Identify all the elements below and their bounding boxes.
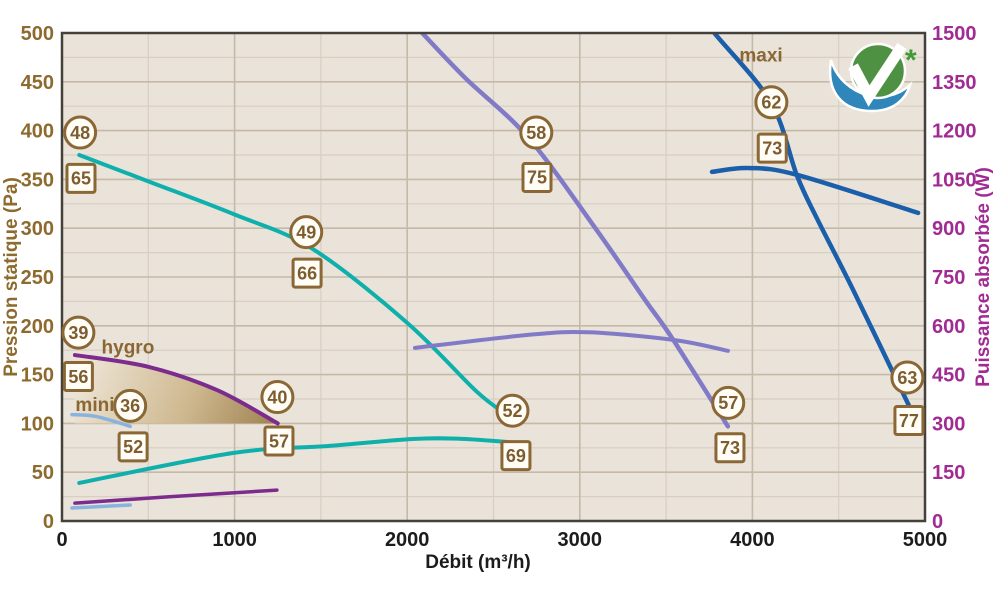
annotation-square-69-2 xyxy=(500,440,532,472)
certification-logo: * xyxy=(828,42,917,113)
annotation-circle-63-9 xyxy=(890,360,925,395)
right-tick-150: 150 xyxy=(932,462,965,484)
annotation-circle-52-2 xyxy=(495,393,530,428)
curve-text-labels: maxi hygro mini xyxy=(75,45,782,415)
annotation-circle-value: 49 xyxy=(296,222,316,242)
annotation-square-value: 73 xyxy=(762,138,782,158)
left-tick-450: 450 xyxy=(21,72,54,94)
left-tick-300: 300 xyxy=(21,218,54,240)
left-tick-250: 250 xyxy=(21,267,54,289)
right-tick-1500: 1500 xyxy=(932,23,977,45)
annotation-circle-value: 48 xyxy=(70,123,90,143)
annotation-circle-58-6 xyxy=(519,115,554,150)
plot-border xyxy=(60,31,927,523)
left-tick-150: 150 xyxy=(21,365,54,387)
annotation-square-value: 57 xyxy=(269,431,289,451)
annotation-square-73-7 xyxy=(714,432,746,464)
curve-puissance-vitesse1 xyxy=(77,436,510,485)
annotation-circle-62-8 xyxy=(754,85,789,120)
curve-pression-mini xyxy=(70,412,132,429)
right-tick-1050: 1050 xyxy=(932,169,977,191)
x-tick-4000: 4000 xyxy=(730,529,775,551)
annotation-square-value: 77 xyxy=(899,411,919,431)
x-tick-2000: 2000 xyxy=(385,529,430,551)
left-tick-350: 350 xyxy=(21,169,54,191)
annotation-circle-value: 62 xyxy=(761,93,781,113)
x-tick-3000: 3000 xyxy=(558,529,603,551)
annotation-square-66-1 xyxy=(291,257,323,289)
left-tick-100: 100 xyxy=(21,413,54,435)
annotation-circle-value: 40 xyxy=(267,387,287,407)
right-tick-300: 300 xyxy=(932,413,965,435)
right-tick-750: 750 xyxy=(932,267,965,289)
annotation-square-value: 56 xyxy=(68,367,88,387)
acoustic-annotations: 48 65 49 66 52 69 39 56 36 52 40 57 58 75 57 73 62 73 63 77 xyxy=(61,85,925,472)
left-tick-400: 400 xyxy=(21,121,54,143)
curve-puissance-maxi xyxy=(709,165,921,216)
annotation-square-value: 75 xyxy=(527,168,547,188)
curve-label-mini: mini xyxy=(75,395,114,416)
left-axis-title: Pression statique (Pa) xyxy=(1,177,22,377)
annotation-square-value: 66 xyxy=(297,263,317,283)
annotation-square-65-0 xyxy=(65,162,97,194)
annotation-square-75-6 xyxy=(521,161,553,193)
left-tick-50: 50 xyxy=(32,462,54,484)
right-tick-1350: 1350 xyxy=(932,72,977,94)
annotation-square-value: 73 xyxy=(720,438,740,458)
annotation-circle-57-7 xyxy=(711,385,746,420)
annotation-circle-48-0 xyxy=(63,115,98,150)
annotation-circle-value: 36 xyxy=(120,396,140,416)
annotation-circle-39-3 xyxy=(61,315,96,350)
annotation-square-56-3 xyxy=(62,361,94,393)
annotation-square-value: 52 xyxy=(123,437,143,457)
curve-pression-vitesse1 xyxy=(77,153,508,416)
right-tick-450: 450 xyxy=(932,365,965,387)
curve-label-maxi: maxi xyxy=(739,45,782,66)
annotation-square-value: 69 xyxy=(506,446,526,466)
x-axis-tick-labels: 0 1000 2000 3000 4000 5000 xyxy=(56,529,947,551)
annotation-square-value: 65 xyxy=(71,169,91,189)
left-tick-500: 500 xyxy=(21,23,54,45)
left-tick-200: 200 xyxy=(21,316,54,338)
annotation-circle-value: 58 xyxy=(526,123,546,143)
annotation-circle-value: 39 xyxy=(68,323,88,343)
curve-puissance-hygro xyxy=(73,488,279,505)
annotation-circle-40-5 xyxy=(260,380,295,415)
logo-asterisk: * xyxy=(905,44,917,77)
logo-leaf-icon xyxy=(828,59,913,113)
annotation-circle-value: 57 xyxy=(718,393,738,413)
curve-puissance-mini xyxy=(70,503,132,510)
right-tick-600: 600 xyxy=(932,316,965,338)
annotation-square-77-9 xyxy=(893,404,925,436)
performance-curves xyxy=(70,33,921,510)
left-tick-0: 0 xyxy=(43,511,54,533)
annotation-circle-value: 63 xyxy=(897,368,917,388)
x-tick-1000: 1000 xyxy=(212,529,257,551)
right-tick-0: 0 xyxy=(932,511,943,533)
logo-checkmark-icon xyxy=(848,42,907,107)
annotation-circle-49-1 xyxy=(289,215,324,250)
right-tick-900: 900 xyxy=(932,218,965,240)
x-tick-0: 0 xyxy=(56,529,67,551)
annotation-square-57-5 xyxy=(263,425,295,457)
curve-label-hygro: hygro xyxy=(102,337,155,358)
annotation-square-73-8 xyxy=(756,132,788,164)
right-tick-1200: 1200 xyxy=(932,121,977,143)
annotation-circle-36-4 xyxy=(113,388,148,423)
x-axis-title: Débit (m³/h) xyxy=(425,552,531,573)
curve-puissance-vitesse2 xyxy=(412,329,730,353)
left-axis-tick-labels: 0 50 100 150 200 250 300 350 400 450 500 xyxy=(21,23,54,533)
annotation-square-52-4 xyxy=(117,431,149,463)
annotation-circle-value: 52 xyxy=(502,401,522,421)
x-tick-5000: 5000 xyxy=(903,529,948,551)
curve-pression-hygro xyxy=(72,353,280,426)
right-axis-title: Puissance absorbée (W) xyxy=(973,167,994,387)
right-axis-tick-labels: 0 150 300 450 600 750 900 1050 1200 1350 1500 xyxy=(932,23,977,533)
